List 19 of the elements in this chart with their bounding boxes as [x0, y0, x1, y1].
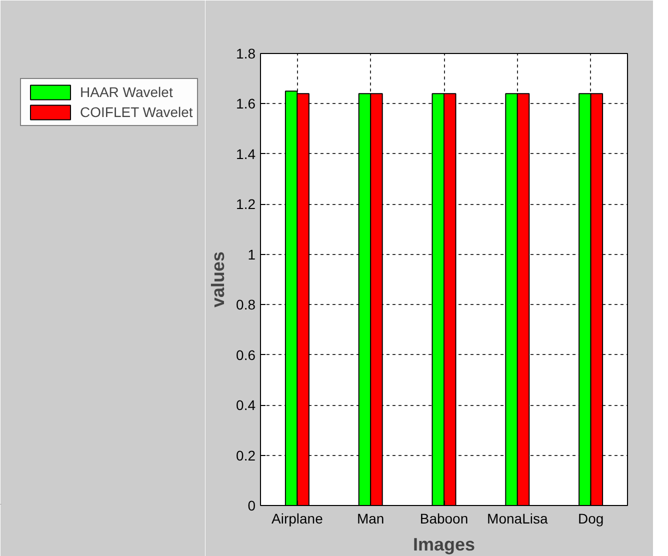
- x-tick-label: Airplane: [272, 510, 324, 526]
- x-tick-label: MonaLisa: [487, 510, 548, 526]
- x-tick-label: Dog: [578, 510, 604, 526]
- x-axis-title: Images: [412, 534, 476, 554]
- y-tick-label: 0.6: [236, 346, 256, 363]
- y-tick-label: 1.4: [236, 146, 256, 162]
- y-tick-label: 0: [248, 498, 256, 514]
- x-tick-label: Man: [356, 510, 384, 526]
- legend-label: HAAR Wavelet: [80, 84, 173, 100]
- y-axis-title: values: [208, 251, 228, 308]
- y-tick-label: 0.2: [236, 447, 256, 464]
- y-tick-label: 0.4: [236, 397, 256, 414]
- y-tick-label: 1: [248, 246, 256, 262]
- y-tick-label: 1.6: [236, 96, 256, 112]
- y-tick-label: 1.2: [236, 196, 256, 212]
- y-tick-label: 1.8: [236, 46, 256, 62]
- legend-label: COIFLET Wavelet: [80, 104, 193, 120]
- x-tick-label: Baboon: [420, 510, 468, 526]
- y-tick-label: 0.8: [236, 296, 256, 313]
